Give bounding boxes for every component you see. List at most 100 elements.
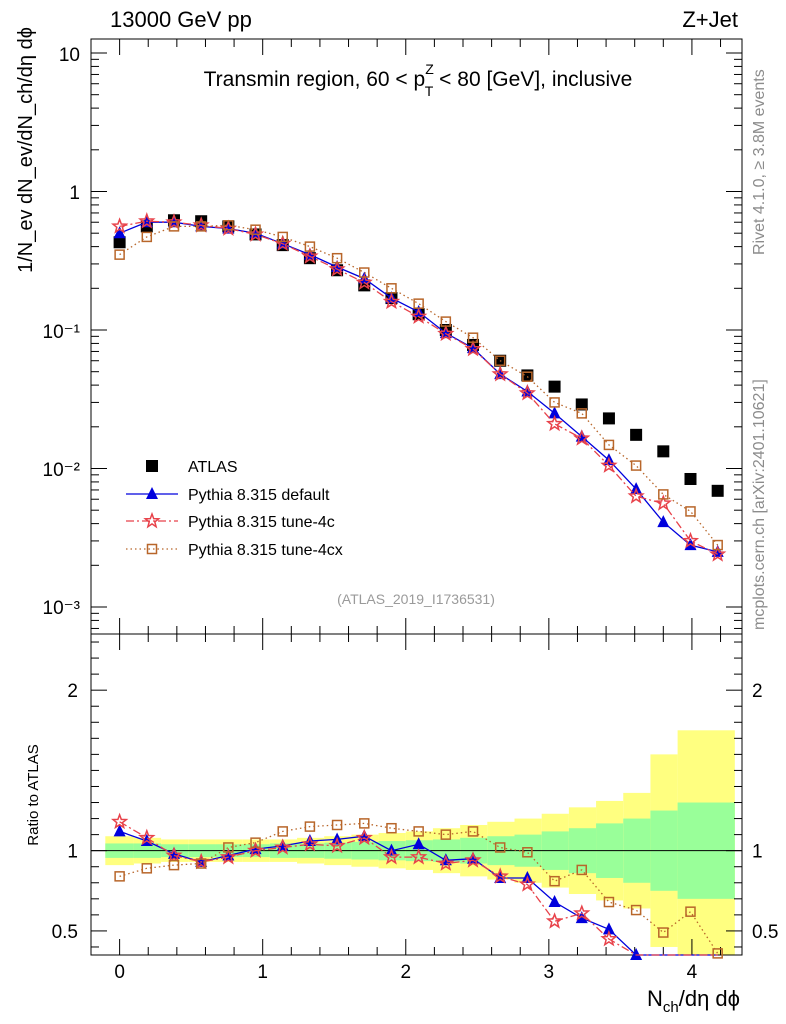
main-point-default [548,406,561,419]
main-point-tune4cx [603,439,615,451]
ratio-point-tune4c [491,867,509,884]
main-point-tune4cx [549,397,560,408]
main-point-tune4c [627,487,645,504]
main-point-atlas [575,398,588,411]
ratio-point-tune4cx [386,822,397,834]
ratio-point-tune4cx [522,847,533,858]
ratio-point-tune4c [437,854,455,871]
ratio-line-tune4c [119,821,718,956]
main-point-tune4cx [359,267,370,278]
legend-label-default: Pythia 8.315 default [188,487,330,504]
mcplots-label: mcplots.cern.ch [arXiv:2401.10621] [751,379,768,630]
ratio-series-group [110,812,723,960]
ratio-point-tune4c [110,812,129,830]
main-point-tune4cx [576,408,588,419]
main-point-tune4cx [413,298,424,309]
ratio-point-tune4c [355,828,373,846]
legend-marker-tune4cx [146,543,158,555]
main-point-tune4cx [386,283,397,294]
process-label: Z+Jet [682,7,738,32]
main-point-tune4cx [277,231,288,243]
ratio-point-tune4cx [658,927,669,938]
main-point-tune4cx [195,221,207,232]
ratio-point-tune4cx [223,842,234,853]
main-plot-title: Transmin region, 60 < pZ T < 80 [GeV], in… [204,61,633,99]
main-point-tune4c [437,324,455,342]
ratio-point-tune4c [301,835,319,852]
rivet-version-label: Rivet 4.1.0, ≥ 3.8M events [751,69,768,255]
ratio-point-tune4cx [359,818,370,829]
main-point-tune4c [464,339,482,357]
main-point-tune4cx [522,371,533,382]
y-tick-label-1e-1: 10⁻¹ [43,322,81,343]
main-point-default [113,226,126,239]
main-point-tune4cx [658,489,669,500]
title-pre: Transmin region, 60 < p [204,68,426,91]
ratio-point-tune4cx [549,875,560,887]
main-plot-panel: Transmin region, 60 < pZ T < 80 [GeV], in… [15,27,743,635]
ratio-y-tick-label-right: 2 [752,681,763,702]
ratio-point-tune4cx [250,837,261,848]
ratio-point-tune4cx [630,904,642,916]
ratio-point-default [602,922,615,935]
main-point-tune4cx [685,506,696,517]
ratio-point-default [412,837,425,850]
main-point-atlas [711,484,724,497]
main-point-tune4c [545,414,564,432]
ratio-point-default [303,834,316,847]
legend-label-tune4c: Pythia 8.315 tune-4c [188,514,335,531]
main-point-atlas [548,380,561,393]
legend-marker-default [146,487,158,499]
main-line-tune4c [119,220,718,555]
ratio-point-tune4cx [685,906,696,917]
ratio-line-tune4cx [119,822,719,954]
main-point-tune4cx [223,220,234,231]
main-point-tune4c [301,247,319,264]
main-point-tune4c [681,531,700,549]
ratio-point-tune4cx [168,859,180,871]
y-tick-label-10: 10 [59,45,80,66]
ratio-point-tune4cx [440,829,452,840]
main-y-tick-labels: 10⁻³ 10⁻² 10⁻¹ 1 10 [43,45,81,619]
legend-label-tune4cx: Pythia 8.315 tune-4cx [188,542,343,559]
energy-label: 13000 GeV pp [110,7,252,32]
main-point-tune4cx [304,241,316,252]
main-point-tune4cx [630,460,642,471]
title-sub: T [425,83,434,99]
ratio-point-tune4cx [195,858,207,869]
legend-label-atlas: ATLAS [188,459,238,476]
ratio-point-tune4c [165,846,183,863]
ratio-point-default [113,824,126,837]
ratio-y-axis-label: Ratio to ATLAS [25,744,42,845]
title-post: < 80 [GeV], inclusive [433,68,632,91]
ratio-point-tune4c [518,875,537,892]
main-point-tune4c [328,260,346,277]
main-point-tune4c [165,213,183,230]
main-point-tune4cx [250,224,261,235]
main-point-tune4c [409,307,428,324]
x-tick-label: 2 [400,962,411,983]
main-point-tune4cx [114,249,125,260]
main-point-tune4c [708,545,727,562]
ratio-y-tick-label-right: 0.5 [752,922,778,943]
main-point-tune4c [518,383,537,401]
main-point-atlas [684,472,697,485]
ratio-point-tune4cx [114,871,125,882]
main-series-group [110,211,727,562]
xlabel-post: /dη dϕ [679,986,740,1011]
x-tick-label: 4 [687,962,698,983]
xlabel-main: N [647,986,663,1011]
ratio-point-tune4c [219,847,238,865]
ratio-point-tune4cx [712,948,723,959]
main-point-tune4cx [440,316,452,327]
ratio-point-tune4cx [576,864,588,876]
ratio-point-tune4c [274,838,292,855]
title-sup: Z [425,61,434,77]
main-point-tune4c [382,292,401,310]
main-point-tune4c [355,273,373,290]
main-point-tune4cx [331,252,343,264]
main-point-tune4c [600,456,618,473]
main-point-atlas [657,445,670,458]
main-point-atlas [630,428,643,441]
